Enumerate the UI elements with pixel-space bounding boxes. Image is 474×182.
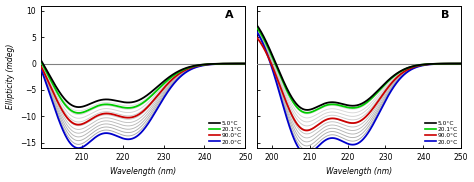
- Legend: 5.0°C, 20.1°C, 90.0°C, 20.0°C: 5.0°C, 20.1°C, 90.0°C, 20.0°C: [209, 120, 243, 145]
- Text: A: A: [225, 10, 234, 20]
- Y-axis label: Ellipticity (mdeg): Ellipticity (mdeg): [6, 44, 15, 110]
- X-axis label: Wavelength (nm): Wavelength (nm): [326, 167, 392, 176]
- X-axis label: Wavelength (nm): Wavelength (nm): [110, 167, 176, 176]
- Legend: 5.0°C, 20.1°C, 90.0°C, 20.0°C: 5.0°C, 20.1°C, 90.0°C, 20.0°C: [425, 120, 458, 145]
- Text: B: B: [441, 10, 449, 20]
